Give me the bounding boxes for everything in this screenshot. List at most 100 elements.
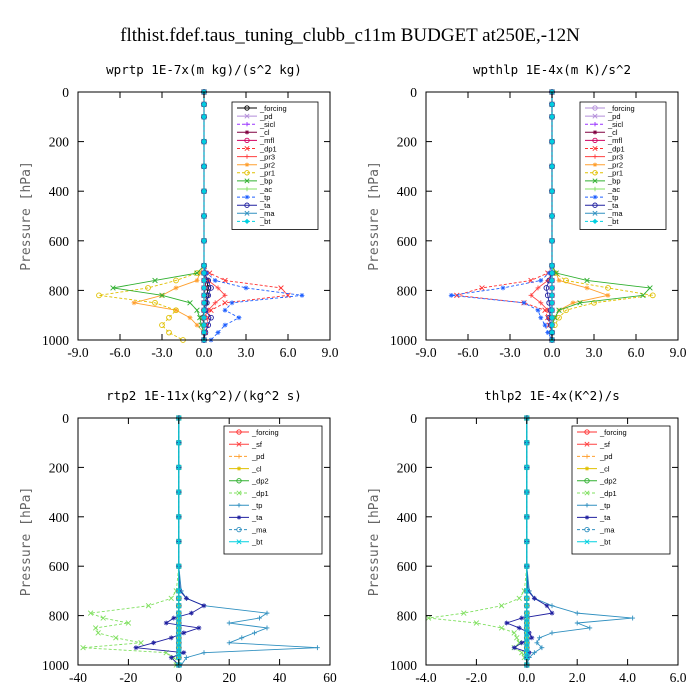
y-tick-label: 800 bbox=[397, 609, 418, 624]
legend-entry: _bp bbox=[259, 177, 273, 186]
series-point-ta bbox=[516, 625, 522, 631]
axes-frame bbox=[425, 417, 679, 666]
series-point-bt bbox=[201, 285, 207, 291]
y-axis-label: Pressure [hPa] bbox=[367, 487, 382, 597]
series-point-bp bbox=[647, 285, 653, 291]
series-point-tp bbox=[574, 620, 580, 626]
legend-entry: _forcing bbox=[259, 104, 287, 113]
x-tick-label: -3.0 bbox=[151, 345, 173, 360]
series-point-bt bbox=[524, 654, 530, 661]
series-point-dp1 bbox=[92, 625, 99, 631]
y-tick-label: 1000 bbox=[390, 333, 417, 348]
series-point-tp bbox=[239, 635, 245, 641]
series-point-bt bbox=[176, 595, 182, 602]
series-point-bt bbox=[176, 640, 182, 646]
x-tick-label: 3.0 bbox=[586, 345, 603, 360]
axes-frame bbox=[77, 417, 331, 666]
series-point-tp bbox=[215, 330, 221, 335]
series-point-bt bbox=[201, 292, 207, 299]
series-point-bp bbox=[159, 292, 165, 299]
legend-entry: _ac bbox=[259, 185, 272, 194]
series-point-dp1 bbox=[138, 640, 144, 646]
x-tick-label: 0 bbox=[175, 670, 182, 685]
series-point-pr1 bbox=[96, 292, 102, 299]
x-tick-label: 0.0 bbox=[544, 345, 561, 360]
series-point-bt bbox=[549, 213, 555, 219]
legend-marker bbox=[592, 154, 598, 159]
series-point-bp bbox=[553, 270, 559, 276]
series-point-ta bbox=[133, 645, 139, 651]
x-tick-label: 9.0 bbox=[322, 345, 339, 360]
y-tick-label: 800 bbox=[49, 283, 70, 298]
panel-title: thlp2 1E-4x(K^2)/s bbox=[484, 388, 619, 403]
legend-entry: _sicl bbox=[607, 120, 623, 129]
x-tick-label: 6.0 bbox=[628, 345, 645, 360]
series-point-bt bbox=[549, 163, 555, 170]
y-tick-label: 400 bbox=[49, 184, 70, 199]
series-point-tp bbox=[538, 278, 544, 283]
series-point-bt bbox=[176, 563, 182, 569]
legend-entry: _cl bbox=[259, 128, 270, 137]
series-point-bt bbox=[524, 635, 530, 641]
series-point-bt bbox=[201, 101, 207, 108]
legend-entry: _sf bbox=[599, 440, 611, 449]
legend-entry: _ta bbox=[607, 201, 619, 210]
series-point-bt bbox=[524, 563, 530, 569]
series-point-dp1 bbox=[498, 625, 505, 631]
legend-entry: _forcing bbox=[607, 104, 635, 113]
series-point-tp bbox=[243, 285, 249, 291]
y-tick-label: 0 bbox=[62, 411, 69, 426]
legend-entry: _tp bbox=[251, 501, 262, 510]
series-point-pr2 bbox=[570, 300, 576, 306]
panel-title: rtp2 1E-11x(kg^2)/(kg^2 s) bbox=[106, 388, 302, 403]
y-tick-label: 1000 bbox=[42, 658, 69, 673]
series-point-pr2 bbox=[194, 278, 200, 283]
series-line-tp bbox=[451, 92, 553, 341]
series-point-bt bbox=[176, 630, 182, 636]
legend-entry: _ta bbox=[251, 513, 263, 522]
legend-marker bbox=[244, 218, 250, 225]
series-point-pr3 bbox=[212, 300, 218, 306]
legend-entry: _dp2 bbox=[599, 477, 617, 486]
series-point-ta bbox=[177, 588, 183, 594]
x-tick-label: -20 bbox=[119, 670, 137, 685]
series-point-dp1 bbox=[461, 610, 467, 616]
y-axis-label: Pressure [hPa] bbox=[367, 161, 382, 271]
legend-entry: _ac bbox=[607, 185, 620, 194]
series-point-dp1 bbox=[168, 595, 174, 602]
y-tick-label: 1000 bbox=[390, 658, 417, 673]
legend-entry: _pr3 bbox=[259, 152, 275, 161]
legend-box bbox=[223, 425, 323, 555]
series-point-bt bbox=[549, 277, 555, 284]
series-point-tp bbox=[535, 307, 541, 313]
series-point-pr1 bbox=[145, 285, 151, 291]
legend-marker bbox=[244, 105, 250, 111]
series-point-bt bbox=[176, 464, 182, 471]
legend-marker bbox=[244, 130, 250, 135]
x-tick-label: -6.0 bbox=[109, 345, 131, 360]
panel-title: wpthlp 1E-4x(m K)/s^2 bbox=[473, 62, 631, 77]
series-point-ta bbox=[181, 650, 187, 656]
series-point-tp bbox=[539, 645, 545, 651]
legend-entry: _bt bbox=[259, 217, 271, 226]
series-point-pr2 bbox=[173, 307, 179, 313]
series-point-bp bbox=[194, 270, 200, 276]
series-point-bt bbox=[201, 322, 207, 328]
series-point-ta bbox=[519, 615, 525, 621]
series-point-dp1 bbox=[278, 285, 284, 291]
plot-area bbox=[448, 89, 656, 343]
x-tick-label: -9.0 bbox=[67, 345, 89, 360]
series-line-dp1 bbox=[456, 92, 553, 340]
legend-marker bbox=[592, 162, 598, 167]
series-point-dp1 bbox=[473, 620, 480, 626]
series-point-tp bbox=[542, 322, 548, 328]
series-point-tp bbox=[183, 655, 189, 660]
series-point-bt bbox=[549, 188, 555, 195]
series-point-dp1 bbox=[113, 635, 119, 641]
series-point-bt bbox=[176, 588, 182, 594]
series-point-pr2 bbox=[194, 322, 200, 328]
x-tick-label: 0.0 bbox=[196, 345, 213, 360]
series-point-pr1 bbox=[563, 277, 569, 284]
series-point-pr2 bbox=[605, 292, 611, 298]
